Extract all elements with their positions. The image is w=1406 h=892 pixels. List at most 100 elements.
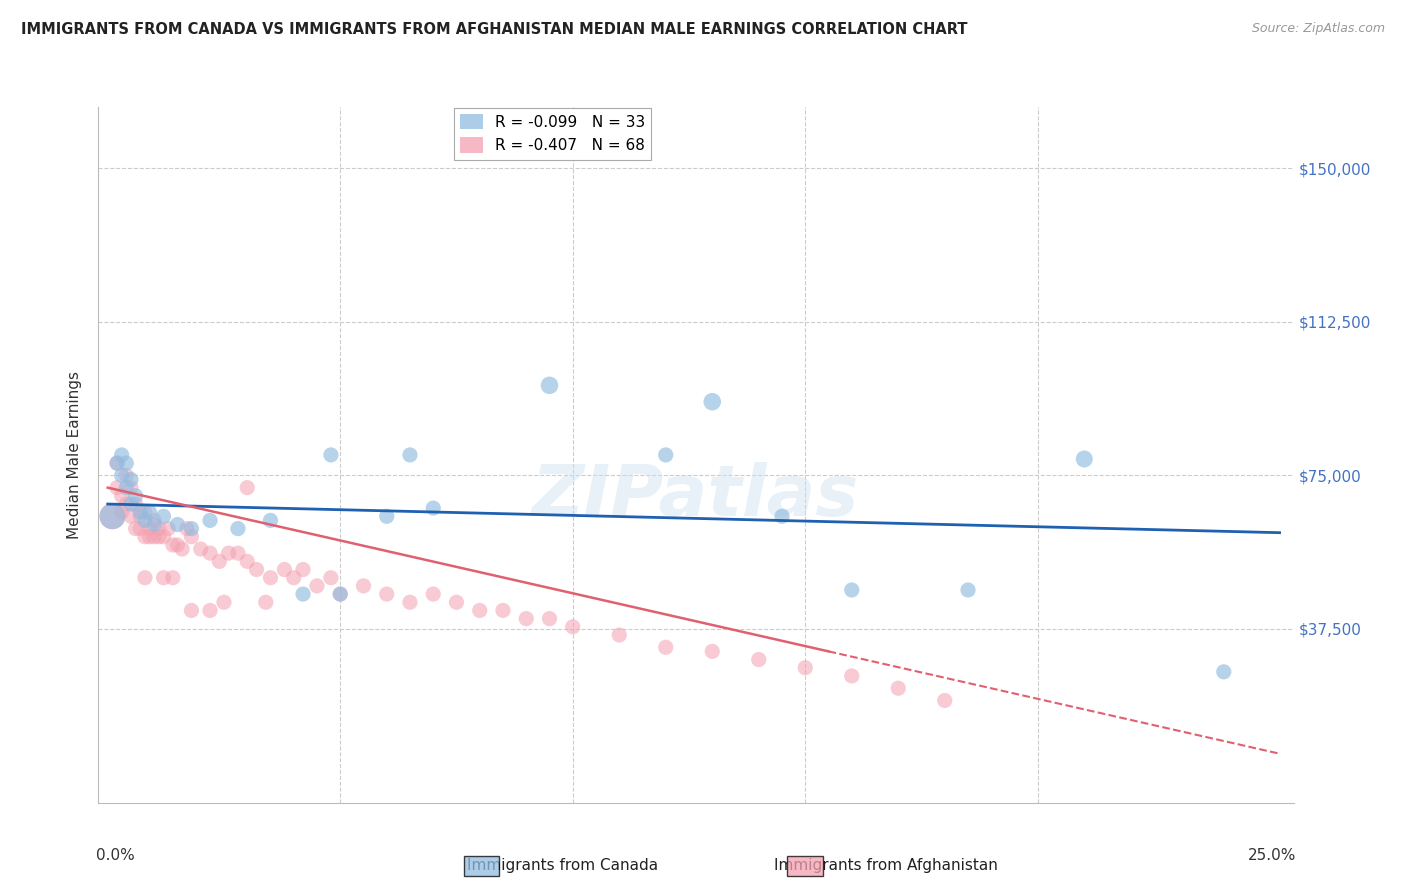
Point	[245, 562, 267, 576]
Point	[375, 587, 398, 601]
Point	[226, 522, 249, 536]
Point	[138, 530, 160, 544]
Point	[934, 693, 956, 707]
Text: Source: ZipAtlas.com: Source: ZipAtlas.com	[1251, 22, 1385, 36]
Point	[111, 505, 134, 519]
Point	[120, 509, 142, 524]
Point	[124, 522, 146, 536]
Point	[794, 661, 817, 675]
Point	[259, 513, 281, 527]
Point	[702, 644, 724, 658]
Point	[292, 562, 315, 576]
Point	[399, 448, 422, 462]
Point	[129, 522, 152, 536]
Point	[273, 562, 295, 576]
Point	[176, 522, 198, 536]
Point	[1073, 452, 1095, 467]
Point	[198, 603, 221, 617]
Point	[101, 509, 124, 524]
Point	[111, 468, 134, 483]
Point	[1212, 665, 1234, 679]
Point	[120, 481, 142, 495]
Point	[134, 530, 156, 544]
Point	[236, 554, 259, 568]
Point	[129, 505, 152, 519]
Point	[134, 513, 156, 527]
Point	[152, 509, 174, 524]
Point	[143, 530, 166, 544]
Point	[180, 530, 202, 544]
Point	[329, 587, 352, 601]
Point	[319, 571, 342, 585]
Point	[105, 481, 128, 495]
Point	[143, 517, 166, 532]
Point	[115, 481, 138, 495]
Point	[115, 456, 138, 470]
Text: Immigrants from Canada: Immigrants from Canada	[467, 858, 658, 872]
Point	[399, 595, 422, 609]
Point	[101, 509, 124, 524]
Point	[198, 546, 221, 560]
Point	[120, 473, 142, 487]
Point	[561, 620, 583, 634]
Point	[138, 505, 160, 519]
Point	[422, 501, 444, 516]
Point	[841, 669, 863, 683]
Point	[841, 582, 863, 597]
Point	[129, 509, 152, 524]
Point	[157, 522, 180, 536]
Point	[172, 542, 194, 557]
Point	[190, 542, 212, 557]
Text: IMMIGRANTS FROM CANADA VS IMMIGRANTS FROM AFGHANISTAN MEDIAN MALE EARNINGS CORRE: IMMIGRANTS FROM CANADA VS IMMIGRANTS FRO…	[21, 22, 967, 37]
Point	[124, 489, 146, 503]
Point	[218, 546, 240, 560]
Point	[162, 538, 184, 552]
Text: 25.0%: 25.0%	[1247, 848, 1296, 863]
Point	[607, 628, 630, 642]
Point	[180, 603, 202, 617]
Point	[259, 571, 281, 585]
Point	[152, 571, 174, 585]
Point	[212, 595, 235, 609]
Point	[492, 603, 515, 617]
Text: 0.0%: 0.0%	[96, 848, 135, 863]
Point	[283, 571, 305, 585]
Point	[353, 579, 375, 593]
Point	[329, 587, 352, 601]
Point	[236, 481, 259, 495]
Point	[115, 497, 138, 511]
Point	[105, 456, 128, 470]
Point	[468, 603, 491, 617]
Point	[162, 571, 184, 585]
Point	[254, 595, 277, 609]
Point	[134, 571, 156, 585]
Point	[152, 530, 174, 544]
Point	[770, 509, 793, 524]
Point	[143, 513, 166, 527]
Point	[148, 522, 170, 536]
Point	[138, 522, 160, 536]
Y-axis label: Median Male Earnings: Median Male Earnings	[67, 371, 83, 539]
Point	[166, 517, 188, 532]
Point	[208, 554, 231, 568]
Text: Immigrants from Afghanistan: Immigrants from Afghanistan	[773, 858, 998, 872]
Point	[111, 448, 134, 462]
Point	[702, 394, 724, 409]
Point	[538, 612, 561, 626]
Point	[180, 522, 202, 536]
Point	[148, 530, 170, 544]
Point	[105, 456, 128, 470]
Point	[319, 448, 342, 462]
Point	[655, 640, 678, 655]
Point	[305, 579, 328, 593]
Point	[655, 448, 678, 462]
Point	[748, 652, 770, 666]
Point	[515, 612, 537, 626]
Point	[887, 681, 910, 696]
Point	[115, 468, 138, 483]
Point	[226, 546, 249, 560]
Point	[166, 538, 188, 552]
Point	[375, 509, 398, 524]
Legend: R = -0.099   N = 33, R = -0.407   N = 68: R = -0.099 N = 33, R = -0.407 N = 68	[454, 108, 651, 160]
Point	[124, 497, 146, 511]
